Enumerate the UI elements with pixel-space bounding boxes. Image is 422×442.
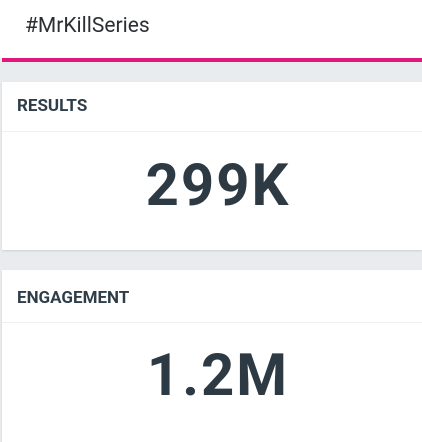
accent-bar — [2, 58, 422, 62]
card-value: 299K — [145, 152, 291, 220]
card-label: RESULTS — [17, 96, 88, 116]
divider — [2, 131, 422, 132]
engagement-card: ENGAGEMENT 1.2M — [2, 270, 422, 442]
header: #MrKillSeries — [0, 0, 422, 58]
card-label: ENGAGEMENT — [17, 288, 130, 308]
results-card: RESULTS 299K — [2, 82, 422, 250]
card-value: 1.2M — [146, 342, 290, 410]
divider — [2, 322, 422, 323]
header-title: #MrKillSeries — [25, 14, 150, 38]
